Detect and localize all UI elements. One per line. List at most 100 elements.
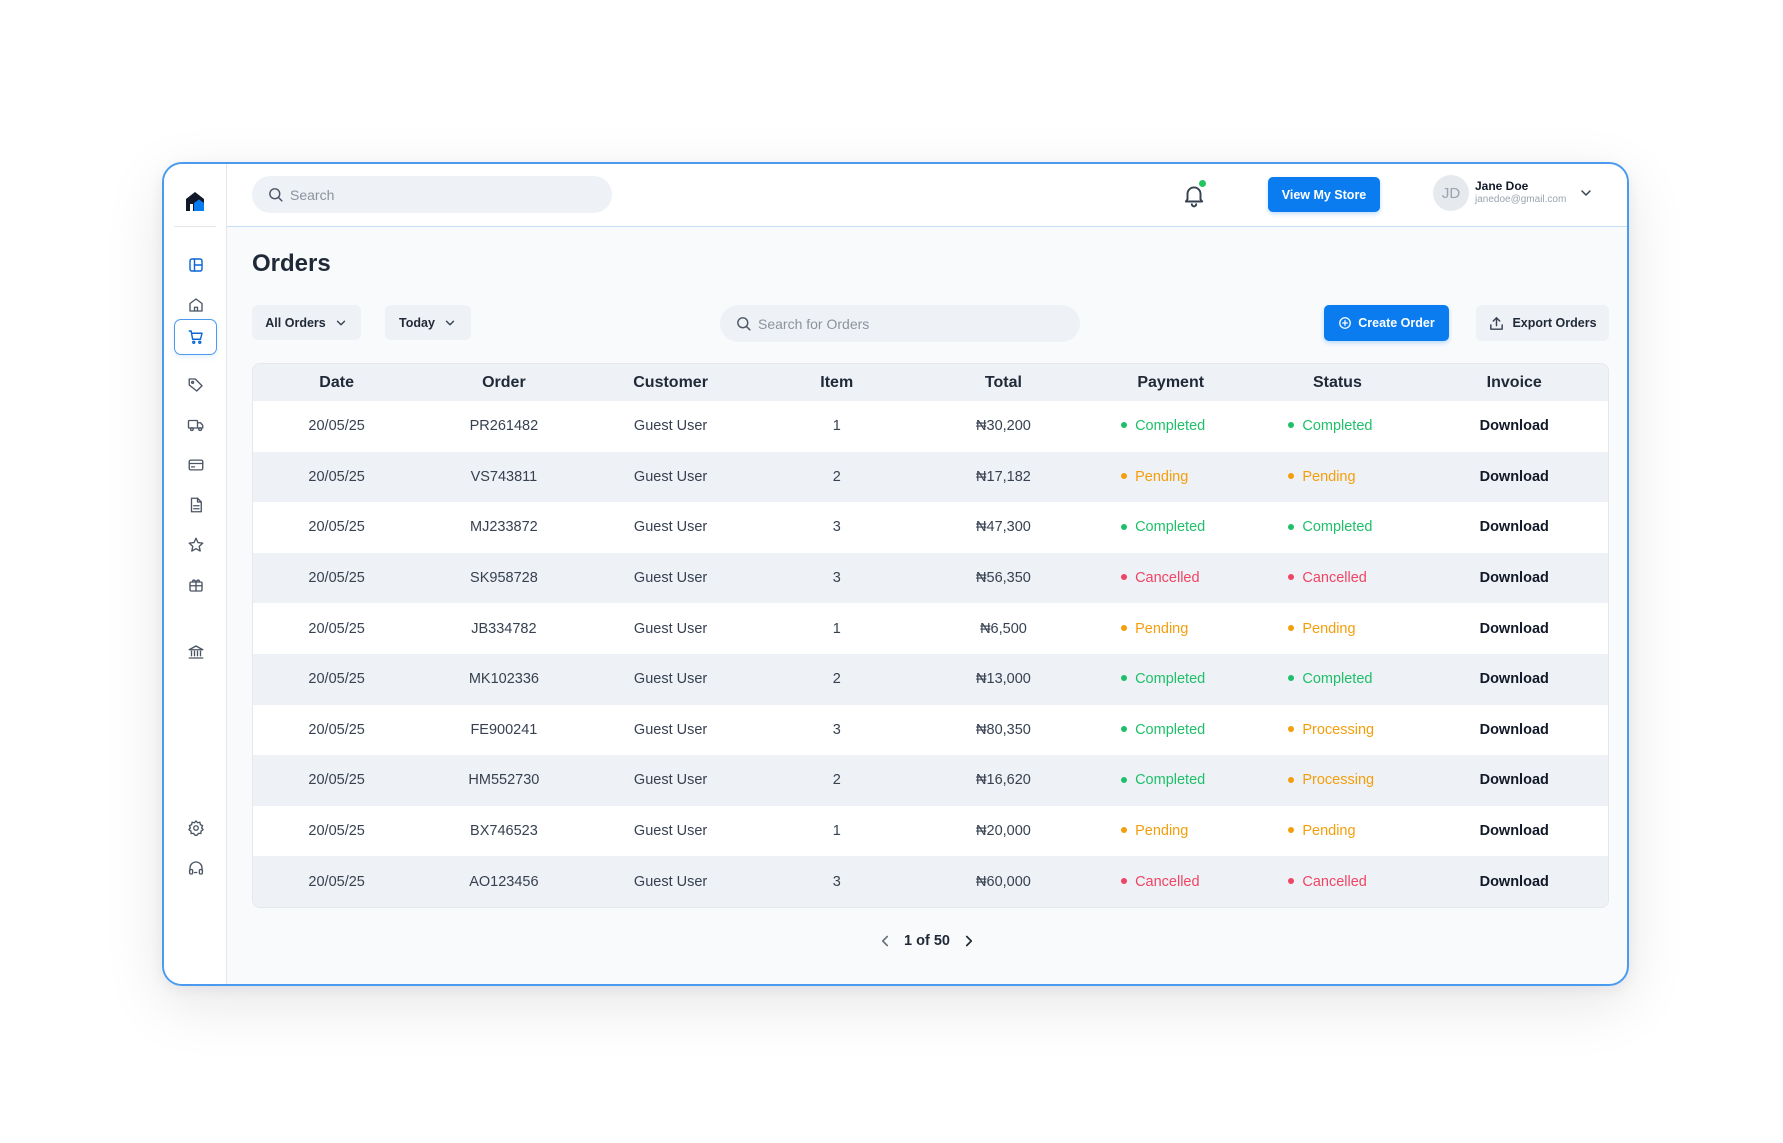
main-content: Orders All Orders Today Create Order Exp… xyxy=(227,227,1627,984)
order-id-cell: FE900241 xyxy=(420,704,588,756)
sidebar-item-orders[interactable] xyxy=(174,319,217,355)
column-header[interactable]: Invoice xyxy=(1420,364,1608,401)
invoice-cell: Download xyxy=(1420,856,1608,907)
table-row[interactable]: 20/05/25 SK958728 Guest User 3 ₦56,350 Cancel… xyxy=(253,552,1608,604)
sidebar-item-dashboard[interactable] xyxy=(174,247,217,283)
table-row[interactable]: 20/05/25 BX746523 Guest User 1 ₦20,000 Pendin… xyxy=(253,805,1608,857)
create-order-button[interactable]: Create Order xyxy=(1324,305,1449,341)
item-count-cell: 2 xyxy=(753,755,920,806)
column-header[interactable]: Status xyxy=(1254,364,1421,401)
download-invoice-link[interactable]: Download xyxy=(1479,671,1549,688)
date-filter-label: Today xyxy=(399,315,435,330)
sidebar-item-settings[interactable] xyxy=(174,810,217,846)
download-invoice-link[interactable]: Download xyxy=(1479,823,1549,840)
item-count-cell: 2 xyxy=(753,653,920,705)
table-row[interactable]: 20/05/25 VS743811 Guest User 2 ₦17,182 Pendin… xyxy=(253,451,1608,503)
notifications-button[interactable] xyxy=(1181,179,1207,208)
headset-icon xyxy=(188,861,203,875)
payment-status-cell: Completed xyxy=(1087,704,1255,756)
user-menu[interactable]: JD Jane Doe janedoe@gmail.com xyxy=(1433,175,1594,211)
order-filter-dropdown[interactable]: All Orders xyxy=(252,305,361,340)
sidebar-item-bank[interactable] xyxy=(174,634,217,670)
order-date-cell: 20/05/25 xyxy=(253,805,421,857)
brand-logo-icon[interactable] xyxy=(184,190,206,212)
status-status-cell: Processing xyxy=(1254,704,1421,756)
column-header[interactable]: Order xyxy=(420,364,588,401)
status-dot-icon xyxy=(1121,675,1128,682)
sidebar-item-payments[interactable] xyxy=(174,447,217,483)
order-id-cell: SK958728 xyxy=(420,552,588,604)
status-status-cell: Completed xyxy=(1254,653,1421,705)
download-invoice-link[interactable]: Download xyxy=(1479,570,1549,587)
download-invoice-link[interactable]: Download xyxy=(1479,418,1549,435)
status-status-label: Completed xyxy=(1302,418,1373,435)
payment-status-label: Completed xyxy=(1135,671,1206,688)
table-row[interactable]: 20/05/25 FE900241 Guest User 3 ₦80,350 Comple… xyxy=(253,704,1608,756)
item-count-cell: 2 xyxy=(753,451,920,503)
table-row[interactable]: 20/05/25 MK102336 Guest User 2 ₦13,000 Comple… xyxy=(253,653,1608,705)
order-date-cell: 20/05/25 xyxy=(253,401,421,452)
order-id-cell: JB334782 xyxy=(420,603,588,654)
customer-cell: Guest User xyxy=(587,856,754,907)
table-row[interactable]: 20/05/25 MJ233872 Guest User 3 ₦47,300 Comple… xyxy=(253,502,1608,553)
column-header[interactable]: Total xyxy=(919,364,1088,401)
create-order-label: Create Order xyxy=(1358,316,1435,330)
download-invoice-link[interactable]: Download xyxy=(1479,772,1549,789)
column-header[interactable]: Date xyxy=(253,364,421,401)
order-total-cell: ₦80,350 xyxy=(919,704,1088,756)
payment-status-cell: Completed xyxy=(1087,755,1255,806)
payment-status-cell: Pending xyxy=(1087,451,1255,503)
download-invoice-link[interactable]: Download xyxy=(1479,468,1549,485)
topbar: View My Store JD Jane Doe janedoe@gmail.… xyxy=(227,164,1627,227)
payment-status-cell: Completed xyxy=(1087,502,1255,553)
download-invoice-link[interactable]: Download xyxy=(1479,620,1549,637)
table-row[interactable]: 20/05/25 JB334782 Guest User 1 ₦6,500 Pending… xyxy=(253,603,1608,654)
export-orders-button[interactable]: Export Orders xyxy=(1476,305,1609,341)
status-dot-icon xyxy=(1121,776,1128,783)
download-invoice-link[interactable]: Download xyxy=(1479,519,1549,536)
status-status-label: Processing xyxy=(1302,721,1375,738)
sidebar-item-delivery[interactable] xyxy=(174,407,217,443)
chevron-right-icon[interactable] xyxy=(960,932,978,950)
orders-search[interactable] xyxy=(720,305,1080,342)
status-status-cell: Pending xyxy=(1254,451,1421,503)
orders-search-input[interactable] xyxy=(758,315,1038,332)
status-status-cell: Completed xyxy=(1254,502,1421,553)
sidebar-item-home[interactable] xyxy=(174,287,217,323)
status-dot-icon xyxy=(1288,827,1295,834)
column-header[interactable]: Payment xyxy=(1087,364,1255,401)
column-header[interactable]: Item xyxy=(753,364,920,401)
global-search[interactable] xyxy=(252,176,612,213)
order-id-cell: BX746523 xyxy=(420,805,588,857)
column-header[interactable]: Customer xyxy=(587,364,754,401)
sidebar-item-reviews[interactable] xyxy=(174,527,217,563)
sidebar-divider xyxy=(174,226,216,227)
date-filter-dropdown[interactable]: Today xyxy=(385,305,471,340)
payment-status-cell: Completed xyxy=(1087,401,1255,452)
table-row[interactable]: 20/05/25 AO123456 Guest User 3 ₦60,000 Cancel… xyxy=(253,856,1608,907)
order-date-cell: 20/05/25 xyxy=(253,704,421,756)
download-invoice-link[interactable]: Download xyxy=(1479,721,1549,738)
search-input[interactable] xyxy=(290,186,570,203)
status-dot-icon xyxy=(1121,574,1128,581)
chevron-left-icon[interactable] xyxy=(876,932,894,950)
download-invoice-link[interactable]: Download xyxy=(1479,873,1549,890)
sidebar-item-support[interactable] xyxy=(174,850,217,886)
invoice-cell: Download xyxy=(1420,805,1608,857)
sidebar-item-products[interactable] xyxy=(174,367,217,403)
payment-status-label: Completed xyxy=(1135,418,1206,435)
customer-cell: Guest User xyxy=(587,552,754,604)
gift-icon xyxy=(188,579,203,592)
order-total-cell: ₦56,350 xyxy=(919,552,1088,604)
status-dot-icon xyxy=(1121,877,1128,884)
order-total-cell: ₦47,300 xyxy=(919,502,1088,553)
view-my-store-button[interactable]: View My Store xyxy=(1268,177,1380,212)
table-row[interactable]: 20/05/25 PR261482 Guest User 1 ₦30,200 Comple… xyxy=(253,401,1608,452)
table-row[interactable]: 20/05/25 HM552730 Guest User 2 ₦16,620 Comple… xyxy=(253,755,1608,806)
sidebar-item-gifts[interactable] xyxy=(174,567,217,603)
payment-status-label: Cancelled xyxy=(1135,873,1200,890)
customer-cell: Guest User xyxy=(587,653,754,705)
customer-cell: Guest User xyxy=(587,704,754,756)
payment-status-label: Completed xyxy=(1135,772,1206,789)
sidebar-item-reports[interactable] xyxy=(174,487,217,523)
